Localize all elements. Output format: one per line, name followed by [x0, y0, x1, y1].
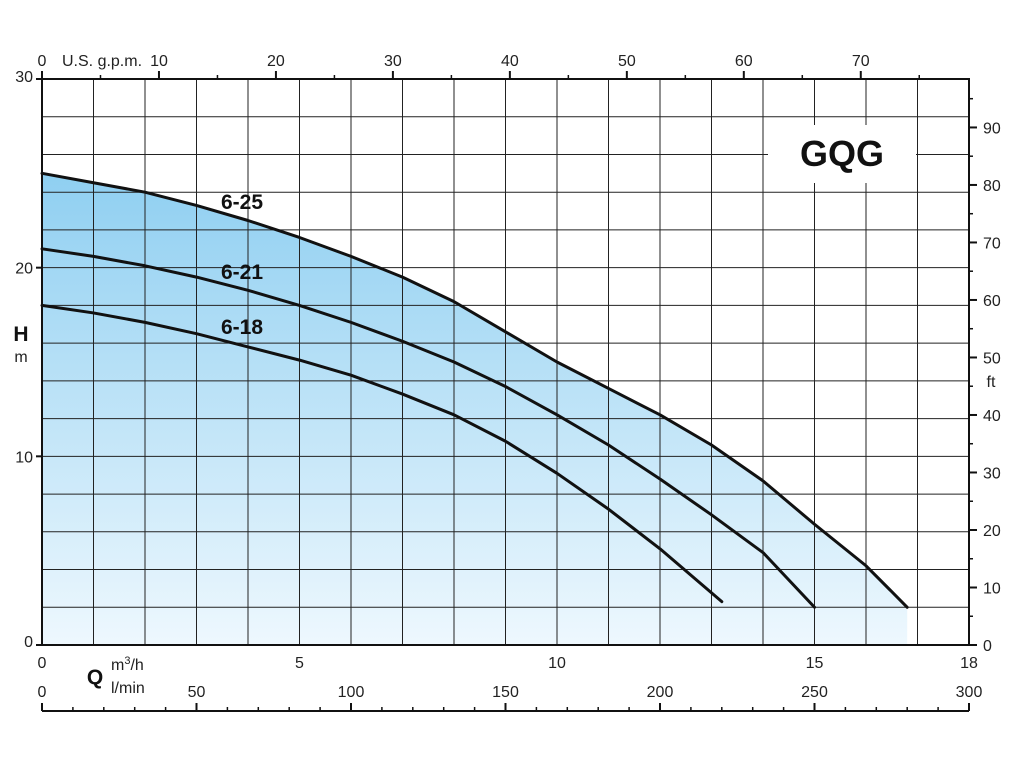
x-axis-title: Q — [87, 666, 103, 689]
x-secondary-top-tick-label: 10 — [150, 53, 168, 70]
series-label-6-21: 6-21 — [221, 261, 263, 284]
plot-frame — [41, 78, 970, 646]
y-secondary-tick-label: 70 — [983, 235, 1001, 252]
y-tick-label: 10 — [15, 449, 33, 466]
grid — [42, 79, 969, 645]
y-tick-label: 30 — [15, 69, 33, 86]
y-tick-label: 20 — [15, 261, 33, 278]
x-secondary-top-tick-label: 40 — [501, 53, 519, 70]
x-secondary-top-tick-label: 60 — [735, 53, 753, 70]
x-secondary-bottom-tick-label: 200 — [647, 684, 674, 701]
curve-6-21 — [40, 247, 816, 609]
x-tick-label: 0 — [38, 655, 47, 672]
x-secondary-top-tick-label: 0 — [38, 53, 47, 70]
y-secondary-tick-label: 80 — [983, 178, 1001, 195]
y-secondary-tick-label: 40 — [983, 408, 1001, 425]
x-tick-label: 10 — [548, 655, 566, 672]
y-secondary-tick-label: 0 — [983, 638, 992, 655]
x-secondary-bottom-unit: l/min — [111, 680, 145, 697]
x-tick-label: 15 — [806, 655, 824, 672]
model-label-box — [768, 125, 916, 183]
y-secondary-tick-label: 20 — [983, 523, 1001, 540]
x-secondary-top-tick-label: 30 — [384, 53, 402, 70]
y-secondary-tick-label: 90 — [983, 120, 1001, 137]
series-label-6-18: 6-18 — [221, 316, 263, 339]
y-secondary-tick-label: 10 — [983, 580, 1001, 597]
curve-6-25 — [40, 171, 909, 609]
x-secondary-top-tick-label: 70 — [852, 53, 870, 70]
y-axis-title: H — [13, 323, 28, 346]
chart-title: GQG — [800, 133, 884, 174]
y-secondary-tick-label: 60 — [983, 293, 1001, 310]
x-secondary-bottom-tick-label: 50 — [188, 684, 206, 701]
x-secondary-bottom-tick-label: 100 — [338, 684, 365, 701]
x-secondary-top-unit: U.S. g.p.m. — [62, 53, 142, 70]
y-tick-label: 0 — [24, 634, 33, 651]
area-fill-6-25 — [42, 173, 908, 646]
x-secondary-top-tick-label: 20 — [267, 53, 285, 70]
series-label-6-25: 6-25 — [221, 191, 263, 214]
x-tick-label: 18 — [960, 655, 978, 672]
y-secondary-tick-label: 50 — [983, 350, 1001, 367]
x-tick-label: 5 — [295, 655, 304, 672]
x-secondary-top-tick-label: 50 — [618, 53, 636, 70]
x-axis-unit: m3/h — [111, 655, 144, 674]
x-secondary-bottom-tick-label: 0 — [38, 684, 47, 701]
y-axis-unit: m — [14, 349, 27, 366]
y-secondary-unit: ft — [987, 374, 996, 391]
x-secondary-bottom-tick-label: 150 — [492, 684, 519, 701]
x-secondary-bottom-tick-label: 300 — [956, 684, 983, 701]
y-secondary-tick-label: 30 — [983, 465, 1001, 482]
curve-6-18 — [40, 303, 724, 604]
x-secondary-bottom-tick-label: 250 — [801, 684, 828, 701]
